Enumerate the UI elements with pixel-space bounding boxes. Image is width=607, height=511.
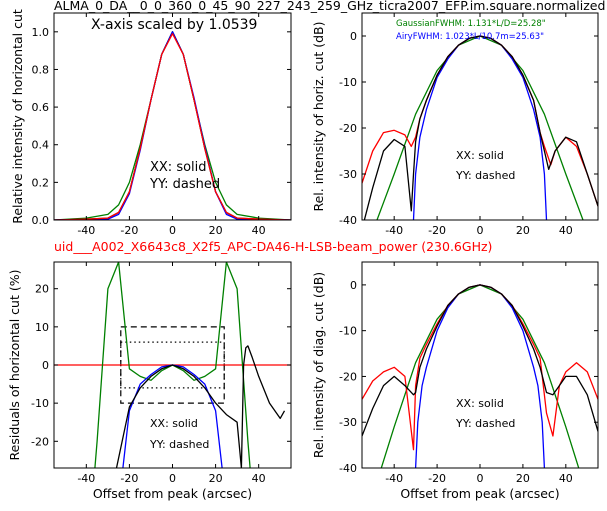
y-tick-label: 0 (350, 30, 357, 43)
x-tick-label: -20 (428, 224, 446, 237)
annotation: YY: dashed (149, 438, 209, 451)
x-tick-label: 20 (516, 472, 530, 485)
series-line-b-1 (412, 35, 548, 220)
y-tick-label: 20 (35, 283, 49, 296)
x-tick-label: 0 (169, 224, 176, 237)
panel-c: -40 -20 0 20 40 20 10 0 -10 -20 Residuals of horiz… (7, 261, 292, 501)
x-tick-label: -40 (385, 472, 403, 485)
x-tick-label: 40 (559, 472, 573, 485)
x-tick-label: 20 (209, 472, 223, 485)
annotation: X-axis scaled by 1.0539 (91, 17, 257, 33)
series-line-d-0 (380, 284, 580, 468)
y-tick-label: -10 (31, 397, 49, 410)
x-tick-label: -40 (77, 472, 95, 485)
plot-area-c (54, 262, 291, 468)
x-axis-label: Offset from peak (arcsec) (400, 486, 559, 501)
y-tick-label: -20 (339, 122, 357, 135)
x-tick-label: 20 (209, 224, 223, 237)
y-tick-label: -30 (339, 168, 357, 181)
axes-frame (361, 261, 599, 469)
plot-area-a (54, 31, 291, 220)
axes-frame (361, 12, 599, 221)
x-tick-label: -40 (77, 224, 95, 237)
annotation: XX: solid (456, 149, 504, 162)
x-tick-label: -20 (120, 224, 138, 237)
series-line-c-3 (115, 345, 286, 468)
annotation: YY: dashed (455, 417, 515, 430)
x-tick-label: -20 (120, 472, 138, 485)
series-line-b-0 (376, 35, 584, 220)
panel-a: -40 -20 0 20 40 0.0 0.2 0.4 0.6 0.8 1.0 Relative in… (10, 9, 292, 237)
y-tick-label: 0.6 (32, 101, 50, 114)
annotation: XX: solid (150, 417, 198, 430)
y-tick-label: 1.0 (32, 26, 50, 39)
x-tick-label: 40 (252, 224, 266, 237)
y-tick-label: -30 (339, 416, 357, 429)
y-tick-label: -20 (31, 435, 49, 448)
annotation: XX: solid (456, 397, 504, 410)
panel-b: -40 -20 0 20 40 0 -10 -20 -30 -40 Rel. intensity o… (311, 12, 599, 237)
y-tick-label: 0.2 (32, 176, 50, 189)
y-axis-label: Rel. intensity of diag. cut (dB) (311, 272, 326, 458)
x-tick-label: -20 (428, 472, 446, 485)
annotation: YY: dashed (149, 177, 220, 192)
y-tick-label: 10 (35, 321, 49, 334)
y-tick-label: 0.4 (32, 139, 50, 152)
y-tick-label: -10 (339, 325, 357, 338)
y-tick-label: 0.0 (32, 214, 50, 227)
plot-area-b (362, 35, 598, 220)
y-tick-label: 0 (350, 279, 357, 292)
y-axis-label: Rel. intensity of horiz. cut (dB) (311, 21, 326, 211)
x-tick-label: 40 (252, 472, 266, 485)
y-tick-label: -20 (339, 370, 357, 383)
y-tick-label: 0.8 (32, 63, 50, 76)
figure-title: ALMA_0_DA__0_0_360_0_45_90_227_243_259_G… (54, 0, 606, 13)
x-tick-label: 0 (477, 224, 484, 237)
y-axis-label: Relative intensity of horizontal cut (10, 9, 25, 224)
annotation: XX: solid (150, 160, 207, 175)
series-line-a-3 (54, 33, 291, 220)
x-tick-label: 40 (559, 224, 573, 237)
x-tick-label: 0 (169, 472, 176, 485)
x-tick-label: 20 (516, 224, 530, 237)
x-tick-label: -40 (385, 224, 403, 237)
plot-area-d (362, 284, 598, 468)
panel-d: -40 -20 0 20 40 0 -10 -20 -30 -40 Rel. intensity o… (311, 261, 599, 501)
x-axis-label: Offset from peak (arcsec) (93, 486, 252, 501)
figure-subtitle: uid___A002_X6643c8_X2f5_APC-DA46-H-LSB-b… (54, 239, 493, 254)
y-axis-label: Residuals of horizontal cut (%) (7, 270, 22, 461)
y-tick-label: 0 (42, 359, 49, 372)
series-line-d-1 (414, 284, 546, 468)
x-tick-label: 0 (477, 472, 484, 485)
legend-entry: GaussianFWHM: 1.131*L/D=25.28" (396, 19, 546, 29)
series-line-b-3 (363, 35, 598, 220)
legend-entry: AiryFWHM: 1.023*L/10.7m=25.63" (396, 32, 544, 42)
annotation: YY: dashed (455, 169, 515, 182)
y-tick-label: -10 (339, 76, 357, 89)
series-line-d-3 (362, 284, 598, 437)
y-tick-label: -40 (339, 462, 357, 475)
y-tick-label: -40 (339, 214, 357, 227)
